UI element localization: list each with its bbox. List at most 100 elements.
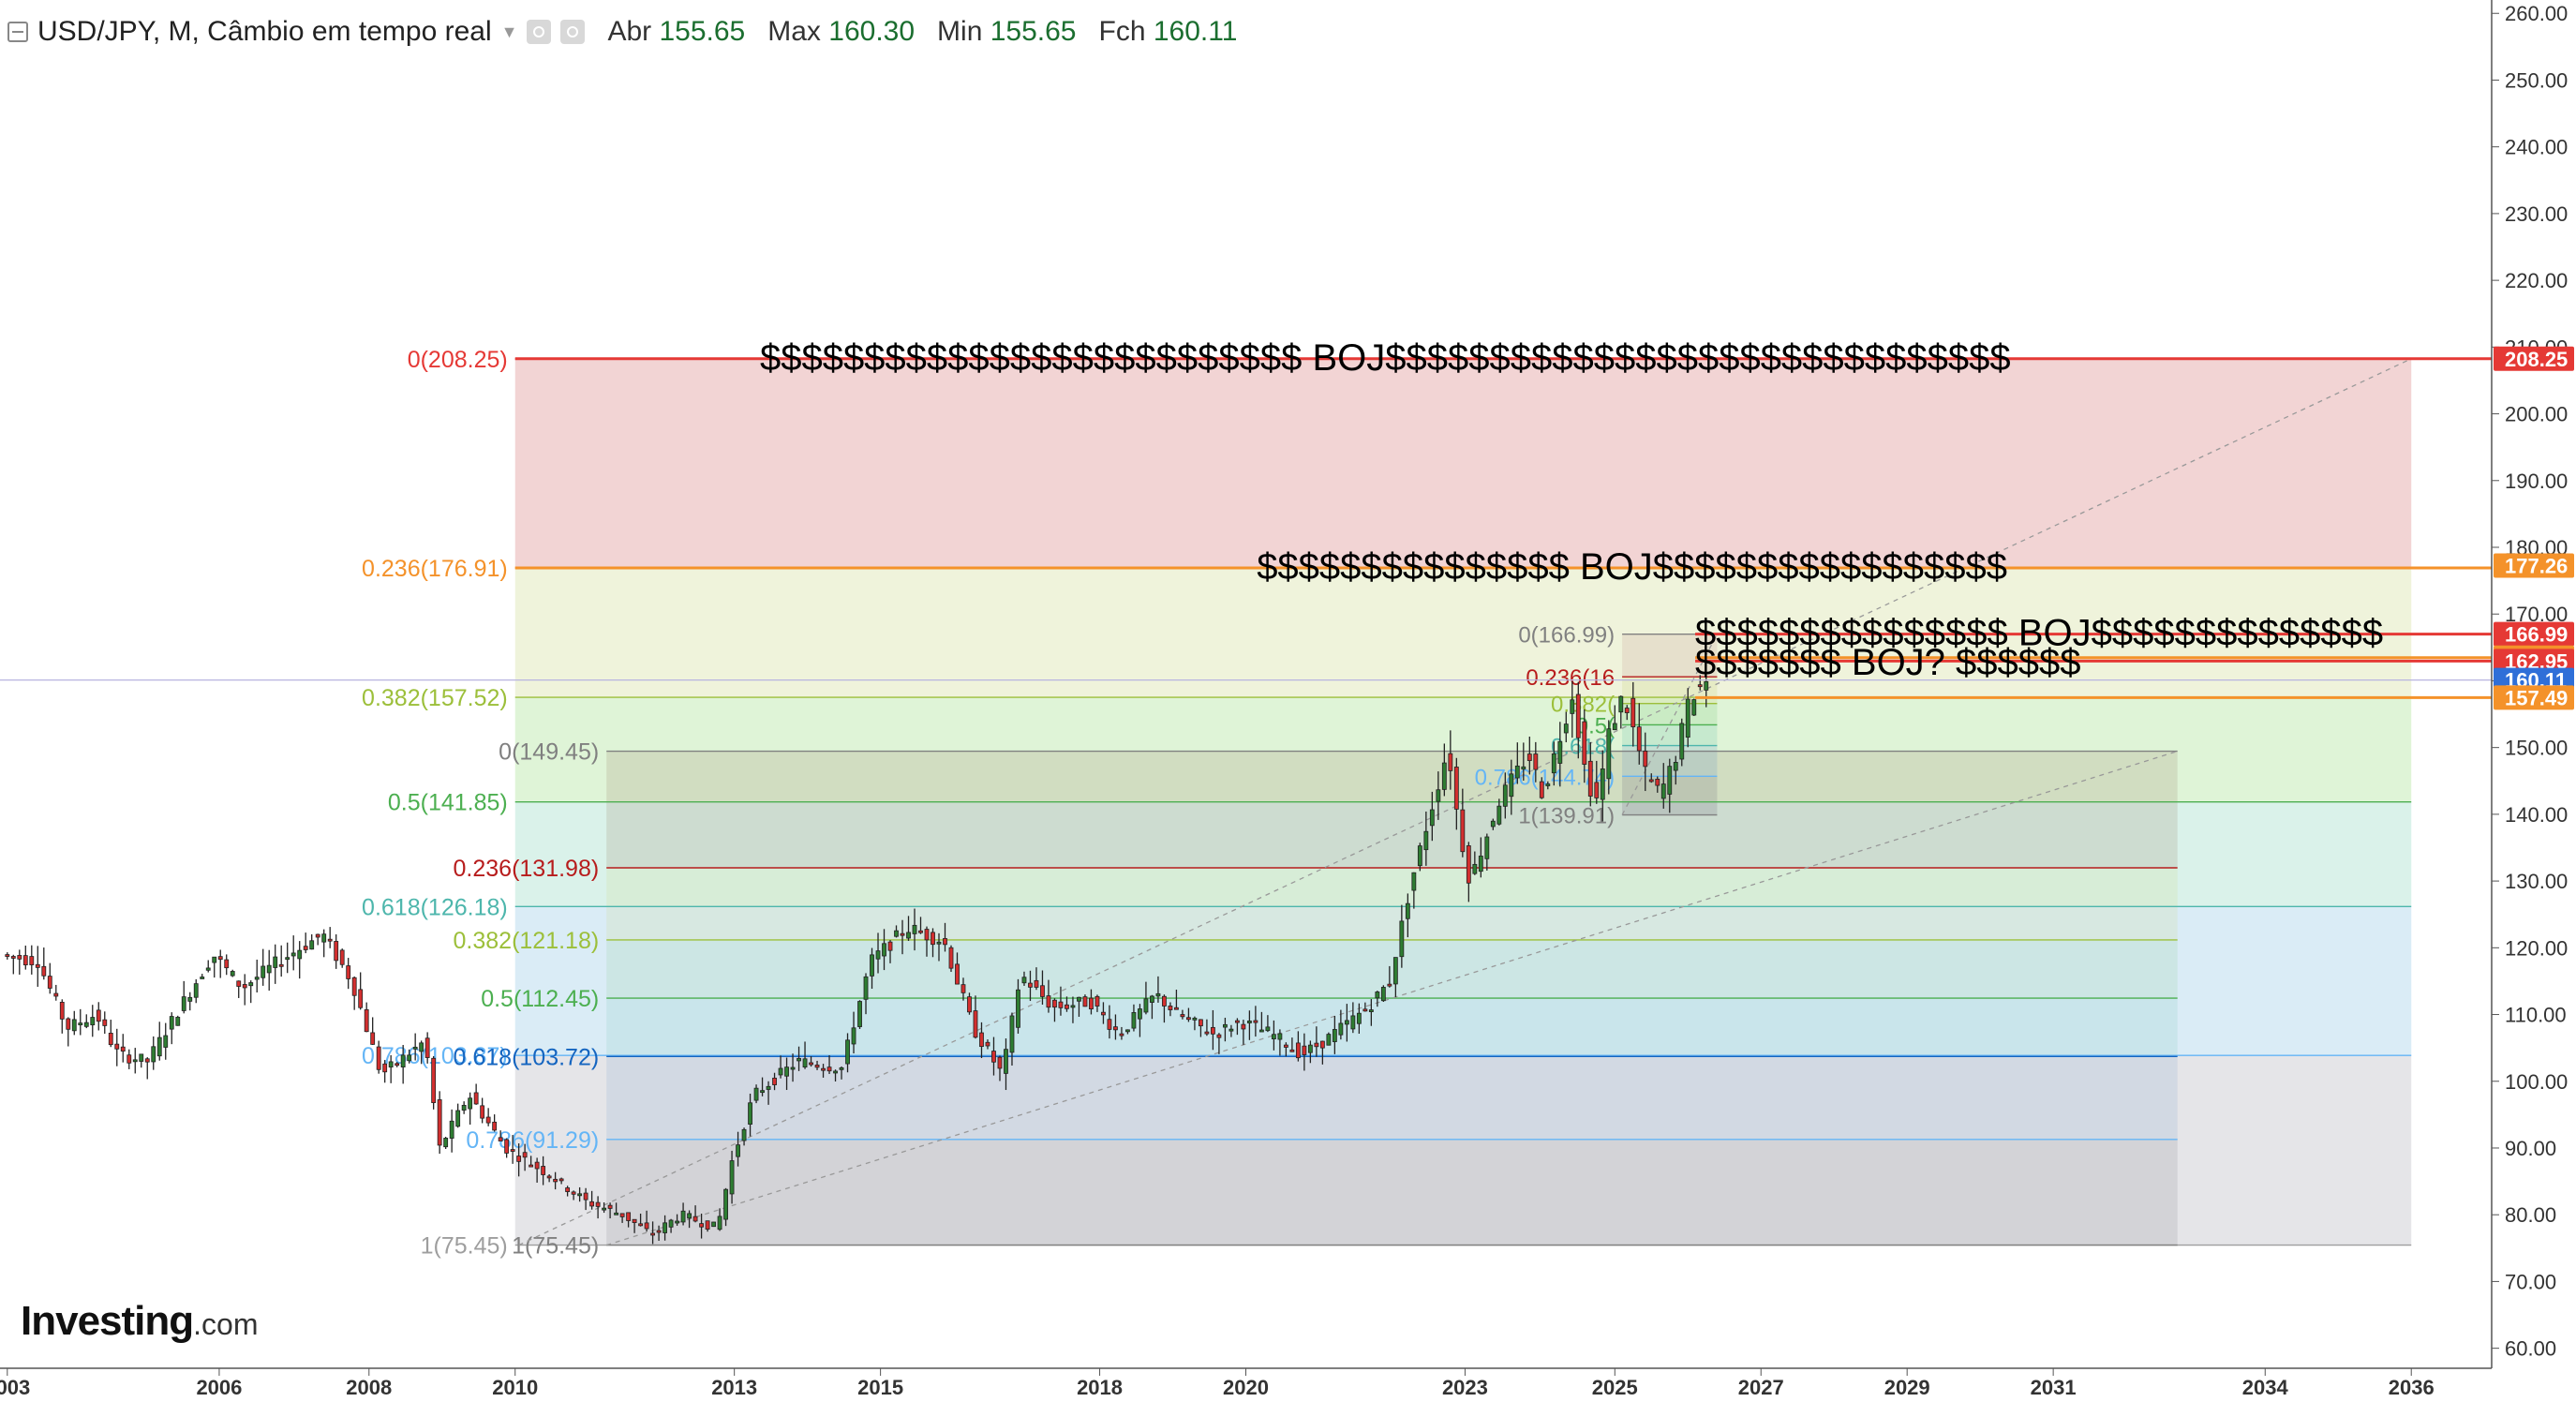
price-tag-label: 177.26 [2505, 555, 2568, 578]
candle-body [979, 1032, 984, 1048]
fib-zone [1622, 724, 1718, 746]
candle-body [516, 1156, 522, 1162]
candle-body [388, 1061, 394, 1068]
fib-zone [606, 939, 2178, 999]
collapse-icon[interactable] [7, 22, 28, 42]
candle-body [1448, 753, 1453, 771]
gear-icon[interactable] [560, 20, 586, 44]
candle-body [290, 952, 296, 957]
candle-body [1453, 767, 1459, 810]
candle-body [900, 932, 905, 936]
candle-body [1429, 809, 1435, 827]
candle-body [1411, 872, 1417, 891]
annotation-text: $$$$$$$ BOJ? $$$$$$ [1695, 642, 2080, 683]
candle-body [1192, 1017, 1198, 1021]
candle-body [1016, 989, 1020, 1028]
candle-body [760, 1090, 765, 1094]
time-tick-label: 2010 [492, 1376, 538, 1399]
symbol-title[interactable]: USD/JPY, M, Câmbio em tempo real [37, 16, 492, 47]
candle-body [814, 1065, 820, 1068]
candle-body [875, 950, 881, 960]
candle-body [839, 1066, 844, 1070]
candle-body [1258, 1029, 1264, 1033]
candle-body [826, 1066, 832, 1072]
candle-body [619, 1213, 625, 1217]
fib-level-label: 0(208.25) [408, 347, 508, 373]
candle-body [1380, 987, 1386, 1002]
open-value: 155.65 [659, 16, 746, 47]
candle-body [602, 1207, 607, 1211]
candle-body [1338, 1022, 1344, 1036]
candle-body [53, 992, 59, 997]
candle-body [1004, 1049, 1008, 1074]
fib-zone [606, 1056, 2178, 1140]
candle-body [334, 941, 339, 962]
chevron-down-icon[interactable]: ▼ [500, 22, 518, 41]
visibility-icon[interactable] [527, 20, 552, 44]
candle-body [285, 957, 290, 961]
candle-body [1594, 782, 1600, 798]
candle-body [59, 1001, 65, 1020]
candle-body [346, 965, 351, 979]
candle-body [327, 938, 333, 942]
candle-body [1502, 784, 1508, 807]
candle-body [1089, 997, 1094, 1009]
candle-body [1526, 753, 1532, 761]
candle-body [1643, 750, 1648, 768]
candle-body [29, 956, 35, 965]
open-label: Abr [607, 16, 652, 47]
candle-body [784, 1066, 789, 1077]
fib-zone [606, 751, 2178, 868]
candle-body [1704, 680, 1709, 691]
candle-body [35, 963, 40, 968]
candle-body [187, 996, 193, 1002]
candle-body [175, 1017, 181, 1026]
candle-body [565, 1187, 571, 1192]
candle-body [845, 1039, 850, 1065]
high-label: Max [767, 16, 821, 47]
fib-zone [1622, 677, 1718, 704]
candle-body [1155, 992, 1161, 997]
candle-body [948, 947, 954, 969]
price-tag [2494, 346, 2574, 371]
candle-body [96, 1009, 101, 1022]
price-tick-label: 90.00 [2505, 1137, 2556, 1160]
price-tag [2494, 649, 2574, 674]
candle-body [772, 1077, 777, 1085]
low-label: Min [937, 16, 983, 47]
candle-body [558, 1178, 564, 1182]
candle-body [321, 933, 327, 943]
candle-body [1034, 979, 1039, 988]
candle-body [663, 1222, 668, 1233]
time-tick-label: 2025 [1592, 1376, 1638, 1399]
candle-body [851, 1027, 856, 1045]
time-tick-label: 2013 [711, 1376, 757, 1399]
candle-body [120, 1046, 126, 1052]
fib-level-label: 0.786(91.29) [466, 1127, 599, 1154]
candle-body [1618, 695, 1624, 713]
candle-body [1077, 996, 1081, 1002]
price-tick-label: 190.00 [2505, 470, 2568, 493]
candle-body [529, 1164, 534, 1168]
candle-body [748, 1102, 752, 1125]
candle-body [1028, 982, 1033, 988]
candle-body [78, 1022, 83, 1026]
candle-body [212, 956, 217, 963]
candle-body [778, 1067, 783, 1076]
annotation-text: $$$$$$$$$$$$$$$ BOJ$$$$$$$$$$$$$$$$$ [1257, 546, 2007, 588]
candle-body [802, 1058, 808, 1068]
candle-body [1271, 1034, 1276, 1039]
candle-body [1186, 1017, 1191, 1021]
price-tick-label: 110.00 [2505, 1004, 2567, 1027]
candle-body [242, 984, 247, 989]
price-tag [2494, 621, 2574, 647]
fib-level-label: 1(75.45) [512, 1233, 599, 1260]
candle-body [17, 955, 22, 960]
candle-body [541, 1166, 546, 1175]
price-tick-label: 260.00 [2505, 2, 2568, 25]
candle-body [1375, 992, 1380, 999]
candle-body [1630, 697, 1636, 728]
candle-body [1399, 920, 1405, 958]
candle-body [254, 977, 260, 980]
